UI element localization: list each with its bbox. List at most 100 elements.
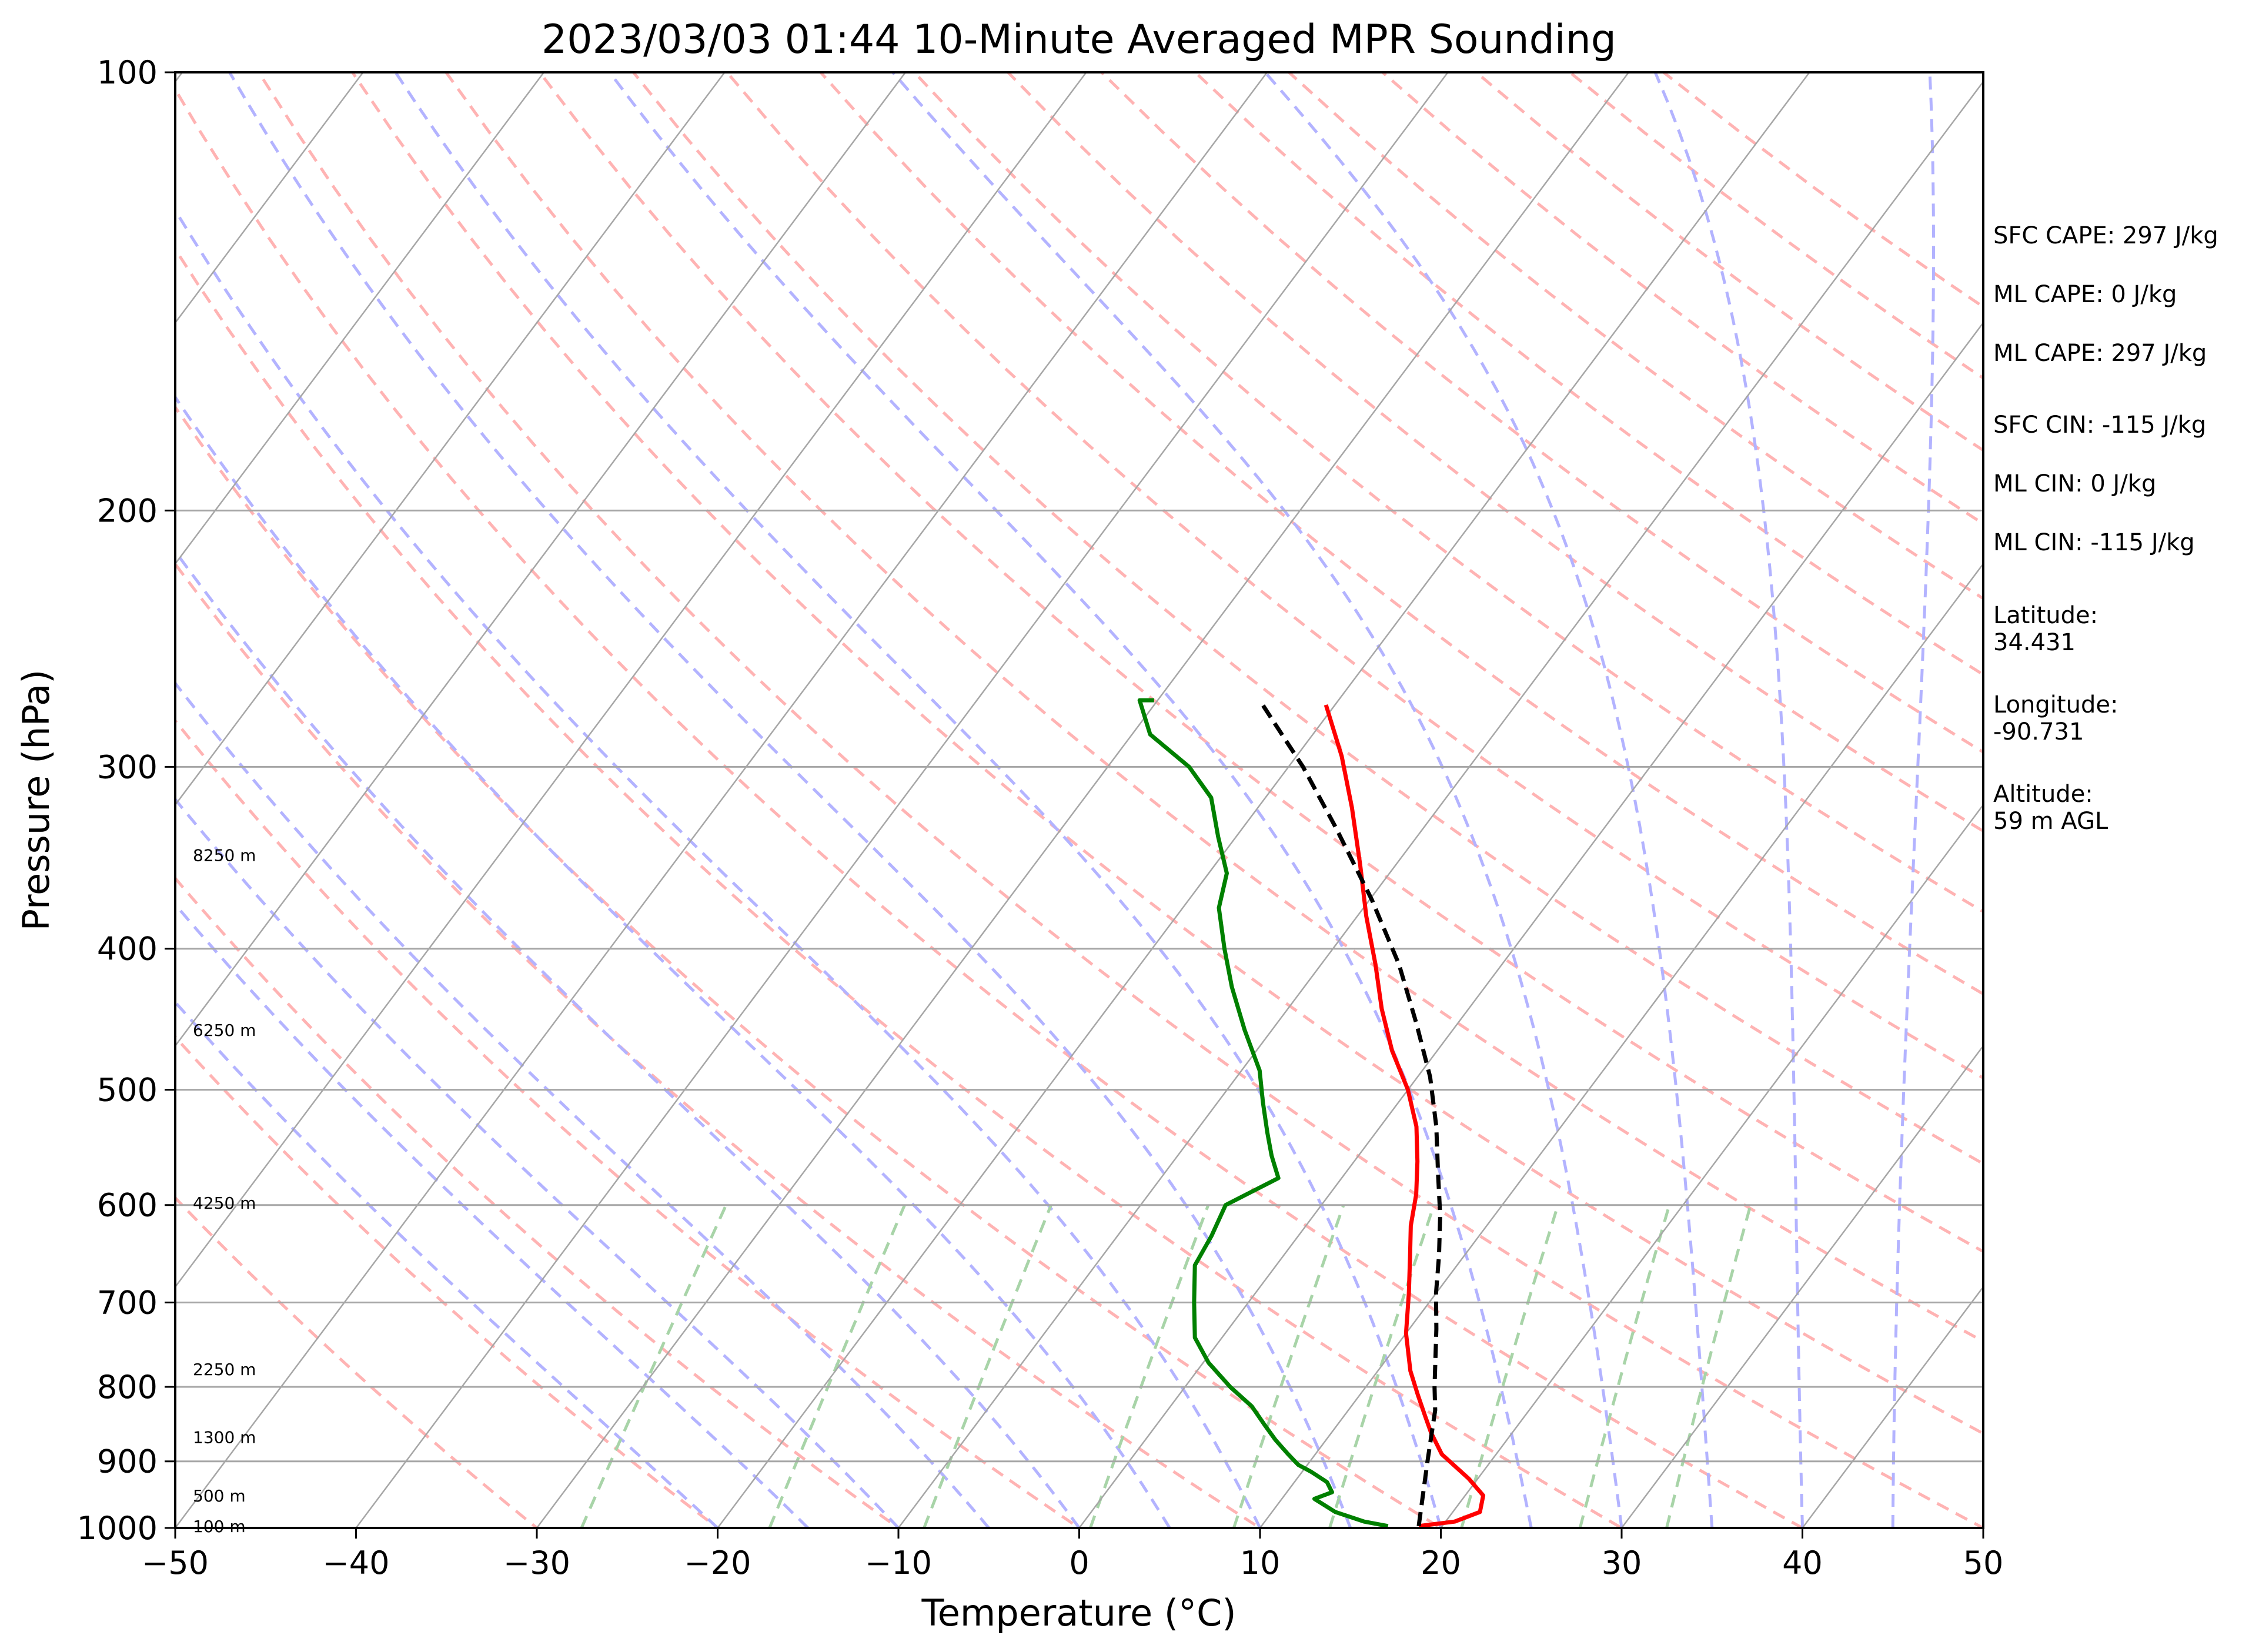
info-item: ML CIN: -115 J/kg bbox=[1993, 529, 2195, 556]
dry-adiabat-line bbox=[726, 72, 1983, 1080]
info-value: 34.431 bbox=[1993, 629, 2076, 656]
dry-adiabat-line bbox=[175, 561, 1263, 1528]
x-tick-label: −20 bbox=[684, 1544, 751, 1581]
y-tick-label: 800 bbox=[97, 1369, 158, 1406]
height-label: 6250 m bbox=[193, 1021, 256, 1040]
dry-adiabat-line bbox=[175, 86, 1806, 1528]
y-tick-label: 900 bbox=[97, 1443, 158, 1480]
moist-adiabat-line bbox=[1891, 72, 1935, 1528]
dry-adiabat-line bbox=[175, 246, 1625, 1528]
isotherm-line bbox=[1621, 1044, 1983, 1528]
isotherm-line bbox=[175, 72, 726, 807]
x-tick-label: 0 bbox=[1069, 1544, 1089, 1581]
dry-adiabat-line bbox=[1100, 72, 1983, 754]
info-value: 59 m AGL bbox=[1993, 808, 2108, 835]
y-tick-label: 100 bbox=[97, 54, 158, 91]
dry-adiabat-line bbox=[538, 72, 1983, 1253]
isotherm-line bbox=[175, 72, 364, 325]
x-tick-label: 10 bbox=[1240, 1544, 1281, 1581]
dry-adiabat-line bbox=[913, 72, 1983, 914]
dry-adiabat-line bbox=[175, 1195, 539, 1528]
isotherm-line bbox=[717, 72, 1810, 1528]
dry-adiabat-line bbox=[175, 1035, 720, 1528]
height-label: 8250 m bbox=[193, 846, 256, 865]
info-item: Latitude: 34.431 bbox=[1993, 602, 2098, 656]
dry-adiabat-line bbox=[1194, 72, 1983, 677]
series-lines bbox=[1137, 698, 1486, 1528]
isotherm-line bbox=[1078, 321, 1983, 1528]
height-labels: 100 m 500 m 1300 m 2250 m 4250 m 6250 m 8250 m bbox=[193, 846, 256, 1536]
dry-adiabat-line bbox=[175, 876, 901, 1528]
info-label: ML CAPE: 297 J/kg bbox=[1993, 340, 2207, 367]
info-value: -90.731 bbox=[1993, 718, 2084, 745]
isotherm-line bbox=[0, 72, 2, 1528]
isotherm-line bbox=[175, 72, 1087, 1289]
isotherm-line bbox=[175, 72, 1268, 1528]
dry-adiabat-line bbox=[257, 72, 1983, 1528]
info-item: SFC CAPE: 297 J/kg bbox=[1993, 222, 2218, 249]
moist-adiabat-line bbox=[228, 72, 1352, 1528]
info-item: SFC CIN: -115 J/kg bbox=[1993, 412, 2206, 439]
moist-adiabat-line bbox=[608, 72, 1533, 1528]
parcel-line bbox=[1261, 704, 1442, 1527]
isotherm-line bbox=[355, 72, 1449, 1528]
moist-adiabat-line bbox=[175, 394, 1171, 1528]
dry-adiabat-line bbox=[445, 72, 1983, 1343]
height-label: 500 m bbox=[193, 1486, 246, 1506]
dewpoint-line bbox=[1137, 698, 1389, 1528]
isotherm-line bbox=[175, 72, 544, 566]
isotherm-line bbox=[1440, 803, 1983, 1528]
moist-adiabat-line bbox=[1653, 72, 1804, 1528]
moist-adiabat-line bbox=[175, 549, 1081, 1528]
info-item: Longitude: -90.731 bbox=[1993, 691, 2118, 745]
height-label: 100 m bbox=[193, 1517, 246, 1536]
mixing-ratio-line bbox=[1665, 1205, 1752, 1528]
y-tick-label: 700 bbox=[97, 1284, 158, 1321]
moist-adiabat-line bbox=[891, 72, 1623, 1528]
x-tick-label: −30 bbox=[503, 1544, 570, 1581]
isotherm-line bbox=[175, 72, 906, 1048]
mixing-ratio-line bbox=[1578, 1205, 1671, 1528]
moist-adiabat-line bbox=[175, 207, 1262, 1528]
x-tick-label: 40 bbox=[1782, 1544, 1823, 1581]
moist-adiabat-line bbox=[175, 681, 990, 1528]
y-tick-label: 200 bbox=[97, 492, 158, 529]
reference-lines bbox=[0, 72, 1983, 1528]
isotherm-line bbox=[1259, 562, 1983, 1528]
moist-adiabat-line bbox=[175, 902, 810, 1528]
info-item: ML CAPE: 0 J/kg bbox=[1993, 281, 2177, 308]
mixing-ratio-line bbox=[1328, 1204, 1436, 1528]
moist-adiabat-line bbox=[394, 72, 1442, 1528]
info-item: ML CAPE: 297 J/kg bbox=[1993, 340, 2207, 367]
x-tick-label: 50 bbox=[1963, 1544, 2004, 1581]
chart-title: 2023/03/03 01:44 10-Minute Averaged MPR … bbox=[542, 16, 1616, 63]
x-tick-label: 30 bbox=[1602, 1544, 1642, 1581]
height-label: 2250 m bbox=[193, 1360, 256, 1379]
y-tick-label: 1000 bbox=[77, 1510, 158, 1547]
info-label: SFC CIN: -115 J/kg bbox=[1993, 412, 2207, 439]
info-label: SFC CAPE: 297 J/kg bbox=[1993, 222, 2218, 249]
height-label: 1300 m bbox=[193, 1427, 256, 1447]
info-label: Latitude: bbox=[1993, 602, 2098, 629]
plot-frame bbox=[174, 71, 1984, 1529]
dry-adiabat-line bbox=[175, 404, 1444, 1528]
isotherm-line bbox=[536, 72, 1629, 1528]
moist-adiabat-line bbox=[175, 999, 719, 1528]
x-tick-label: 20 bbox=[1421, 1544, 1461, 1581]
info-label: ML CAPE: 0 J/kg bbox=[1993, 281, 2177, 308]
mixing-ratio-line bbox=[923, 1204, 1052, 1528]
info-label: ML CIN: 0 J/kg bbox=[1993, 470, 2157, 497]
y-axis-ticks: 1000 900 800 700 600 500 400 300 200 100 bbox=[77, 54, 175, 1547]
info-label: ML CIN: -115 J/kg bbox=[1993, 529, 2195, 556]
isobar-gridlines bbox=[175, 72, 1983, 1528]
mixing-ratio-line bbox=[1232, 1204, 1345, 1528]
dry-adiabat-line bbox=[351, 72, 1983, 1436]
y-tick-label: 500 bbox=[97, 1072, 158, 1109]
x-tick-label: −50 bbox=[142, 1544, 209, 1581]
y-tick-label: 300 bbox=[97, 748, 158, 785]
x-axis-label: Temperature (°C) bbox=[921, 1591, 1236, 1634]
height-label: 4250 m bbox=[193, 1193, 256, 1213]
info-item: Altitude: 59 m AGL bbox=[1993, 781, 2108, 835]
y-axis-label: Pressure (hPa) bbox=[15, 670, 58, 931]
